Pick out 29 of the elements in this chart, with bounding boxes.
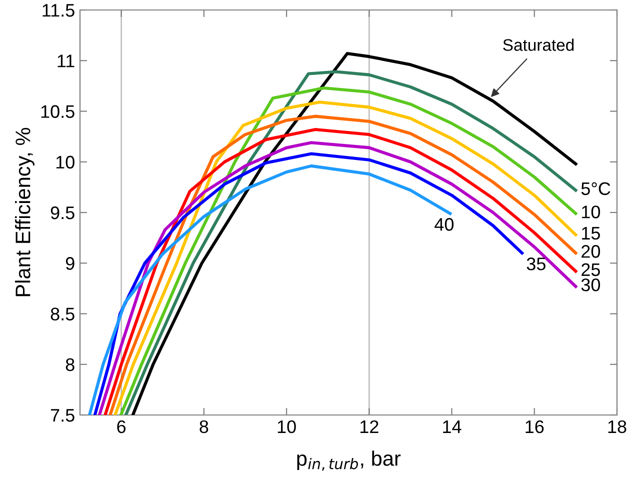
line-series bbox=[93, 152, 524, 415]
x-tick-label: 6 bbox=[117, 420, 126, 434]
y-tick-label: 8 bbox=[66, 358, 74, 372]
x-axis-title: p$_{in,turb}$, bar bbox=[297, 450, 401, 471]
y-tick-label: 10.5 bbox=[41, 105, 74, 118]
y-tick-label: 7.5 bbox=[50, 409, 74, 422]
x-tick-label: 12 bbox=[360, 420, 378, 433]
annotation: Saturated bbox=[503, 38, 574, 51]
x-tick-label: 14 bbox=[443, 420, 462, 433]
series-label: 5°C bbox=[581, 182, 610, 196]
series-label: 15 bbox=[582, 227, 600, 240]
series-label: 20 bbox=[582, 245, 600, 258]
x-tick-label: 10 bbox=[278, 420, 296, 434]
line-series bbox=[88, 164, 452, 415]
y-tick-label: 9 bbox=[66, 257, 74, 270]
y-tick-label: 8.5 bbox=[50, 308, 74, 320]
y-tick-label: 11.5 bbox=[42, 4, 74, 17]
y-tick-label: 10 bbox=[56, 156, 74, 169]
x-tick-label: 16 bbox=[526, 420, 544, 434]
series-label: 10 bbox=[582, 206, 600, 218]
series-label: 25 bbox=[582, 263, 600, 276]
series-label: 35 bbox=[526, 258, 546, 270]
y-axis-title: Plant Efficiency, % bbox=[15, 128, 34, 296]
series-label: 40 bbox=[434, 218, 454, 231]
series-label: 30 bbox=[581, 278, 600, 292]
x-tick-label: 18 bbox=[608, 420, 626, 434]
x-tick-label: 8 bbox=[200, 420, 208, 434]
y-tick-label: 11 bbox=[58, 54, 74, 68]
y-tick-label: 9.5 bbox=[50, 206, 74, 220]
